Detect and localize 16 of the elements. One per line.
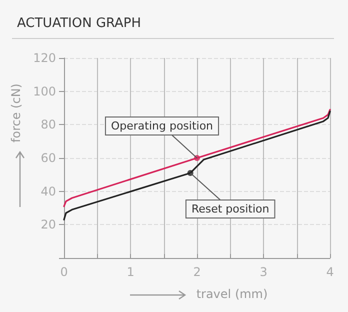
x-tick-label: 1 — [126, 265, 134, 279]
x-tick-label: 3 — [260, 265, 268, 279]
x-tick-label: 2 — [193, 265, 201, 279]
x-tick-label: 0 — [60, 265, 68, 279]
y-tick-label: 80 — [40, 118, 56, 132]
y-tick-label: 20 — [40, 218, 56, 232]
annotation: Reset position — [191, 202, 270, 216]
x-tick-label: 4 — [326, 265, 334, 279]
y-tick-label: 100 — [33, 84, 56, 98]
y-tick-label: 60 — [40, 151, 56, 165]
y-axis-title: force (cN) — [9, 84, 24, 142]
y-tick-label: 40 — [40, 184, 56, 198]
y-tick-label: 120 — [33, 51, 56, 65]
chart-title: ACTUATION GRAPH — [17, 16, 142, 31]
annotation: Operating position — [110, 120, 214, 132]
x-axis-title: travel (mm) — [196, 287, 268, 301]
